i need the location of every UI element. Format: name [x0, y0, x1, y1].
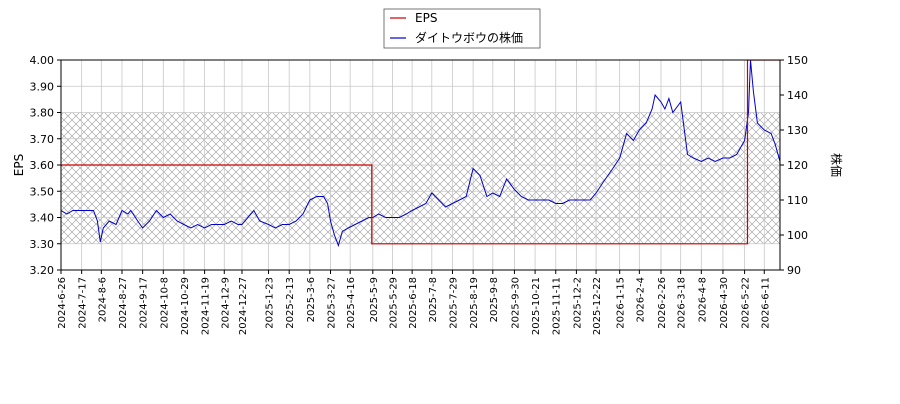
- x-tick-label: 2024-10-8: [159, 277, 170, 329]
- x-tick-label: 2026-1-15: [616, 277, 627, 329]
- x-tick-label: 2025-10-21: [531, 277, 542, 335]
- left-tick-label: 3.60: [30, 159, 55, 172]
- x-tick-label: 2025-8-19: [469, 277, 480, 329]
- x-tick-label: 2025-3-27: [327, 277, 338, 329]
- x-tick-label: 2026-5-22: [741, 277, 752, 329]
- left-tick-label: 3.20: [30, 264, 55, 277]
- series-line-price: [61, 60, 780, 248]
- x-tick-label: 2024-8-27: [118, 277, 129, 329]
- left-tick-label: 3.90: [30, 80, 55, 93]
- x-tick-label: 2025-12-2: [572, 277, 583, 329]
- legend-label-eps: EPS: [415, 11, 437, 25]
- right-axis-label: 株価: [829, 153, 844, 177]
- right-tick-label: 130: [787, 124, 808, 137]
- x-tick-label: 2025-1-23: [265, 277, 276, 329]
- x-tick-label: 2025-4-16: [346, 277, 357, 329]
- right-tick-label: 140: [787, 89, 808, 102]
- left-axis: 3.20 3.30 3.40 3.50 3.60 3.70 3.80 3.90 4.00: [30, 54, 61, 277]
- left-tick-label: 3.50: [30, 185, 55, 198]
- left-tick-label: 3.70: [30, 133, 55, 146]
- series-line-eps: [61, 60, 780, 245]
- legend-label-price: ダイトウボウの株価: [415, 30, 523, 45]
- x-tick-label: 2024-6-26: [57, 277, 68, 329]
- x-tick-label: 2025-12-22: [592, 277, 603, 335]
- x-axis: 2024-6-26 2024-7-17 2024-8-6 2024-8-27 2024-…: [57, 270, 771, 335]
- x-tick-label: 2024-7-17: [78, 277, 89, 329]
- right-tick-label: 120: [787, 159, 808, 172]
- x-tick-label: 2025-6-18: [408, 277, 419, 329]
- right-tick-label: 100: [787, 229, 808, 242]
- x-tick-label: 2026-6-11: [760, 277, 771, 329]
- x-tick-label: 2025-9-8: [489, 277, 500, 322]
- right-tick-label: 110: [787, 194, 808, 207]
- x-tick-label: 2024-12-9: [220, 277, 231, 329]
- right-axis: 90 100 110 120 130 140 150: [780, 54, 808, 277]
- left-tick-label: 3.80: [30, 107, 55, 120]
- left-axis-label: EPS: [12, 154, 26, 176]
- x-tick-label: 2024-10-29: [180, 277, 191, 335]
- x-tick-label: 2025-5-29: [388, 277, 399, 329]
- x-tick-label: 2025-2-13: [285, 277, 296, 329]
- x-tick-label: 2026-4-30: [719, 277, 730, 329]
- x-tick-label: 2025-3-6: [306, 277, 317, 322]
- x-tick-label: 2026-2-26: [657, 277, 668, 329]
- left-tick-label: 4.00: [30, 54, 55, 67]
- x-tick-label: 2026-3-18: [677, 277, 688, 329]
- right-tick-label: 90: [787, 264, 801, 277]
- x-tick-label: 2026-2-4: [635, 277, 646, 322]
- x-tick-label: 2024-9-17: [139, 277, 150, 329]
- x-tick-label: 2026-4-8: [697, 277, 708, 322]
- right-tick-label: 150: [787, 54, 808, 67]
- legend: EPS ダイトウボウの株価: [383, 8, 541, 49]
- left-tick-label: 3.30: [30, 238, 55, 251]
- x-tick-label: 2025-11-11: [552, 277, 563, 335]
- x-tick-label: 2025-9-30: [510, 277, 521, 329]
- x-tick-label: 2025-7-29: [448, 277, 459, 329]
- legend-box: [383, 8, 541, 49]
- x-tick-label: 2025-7-8: [428, 277, 439, 322]
- left-tick-label: 3.40: [30, 212, 55, 225]
- x-tick-label: 2025-5-9: [369, 277, 380, 322]
- hatched-band: [61, 112, 780, 244]
- x-tick-label: 2024-11-19: [201, 277, 212, 335]
- x-tick-label: 2024-8-6: [97, 277, 108, 322]
- x-tick-label: 2024-12-27: [238, 277, 249, 335]
